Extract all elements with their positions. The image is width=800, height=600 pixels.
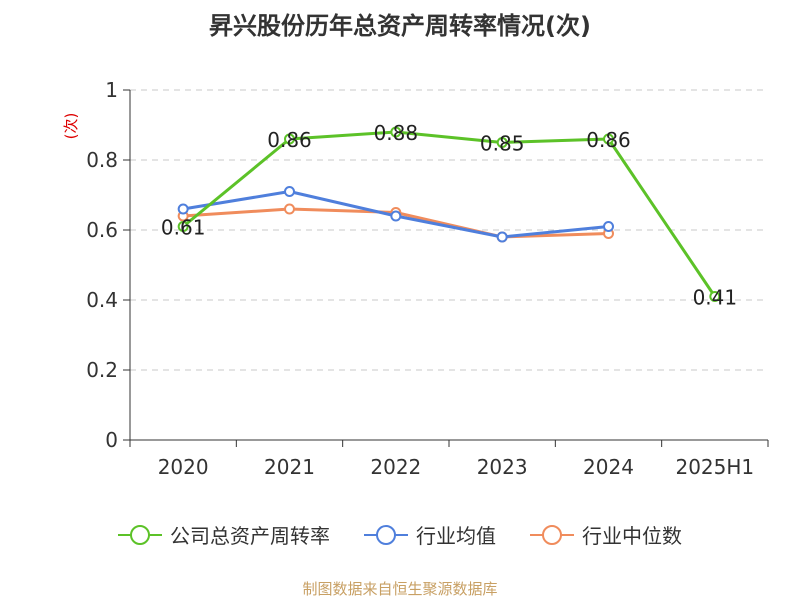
x-tick-label-5: 2025H1 xyxy=(675,455,754,479)
data-point-s0-4 xyxy=(603,133,614,145)
data-point-s1-2 xyxy=(390,210,402,222)
data-point-s1-4 xyxy=(603,221,614,232)
data-label-2: 0.88 xyxy=(374,121,419,145)
y-tick-label-4: 0.8 xyxy=(86,148,118,172)
data-point-s0-0 xyxy=(177,221,189,232)
x-tick-label-2: 2022 xyxy=(370,455,421,479)
y-tick-label-5: 1 xyxy=(105,78,118,102)
source-note: 制图数据来自恒生聚源数据库 xyxy=(302,580,498,598)
data-label-4: 0.86 xyxy=(586,128,631,152)
data-label-3: 0.85 xyxy=(480,132,525,156)
x-tick-label-3: 2023 xyxy=(477,455,528,479)
legend-label-company: 公司总资产周转率 xyxy=(170,524,330,548)
legend-item-company[interactable]: 公司总资产周转率 xyxy=(118,520,330,549)
data-point-s1-0 xyxy=(177,203,189,215)
x-tick-label-4: 2024 xyxy=(583,455,634,479)
data-point-s0-1 xyxy=(284,133,295,145)
data-label-5: 0.41 xyxy=(693,286,738,310)
legend-item-industry-median[interactable]: 行业中位数 xyxy=(530,520,682,549)
y-axis-label: (次) xyxy=(62,113,80,140)
y-tick-label-3: 0.6 xyxy=(86,218,118,242)
y-tick-label-2: 0.4 xyxy=(86,288,118,312)
data-point-s1-1 xyxy=(284,186,295,197)
legend-label-industry-mean: 行业均值 xyxy=(416,524,496,548)
legend-item-industry-mean[interactable]: 行业均值 xyxy=(364,520,496,549)
data-point-s2-1 xyxy=(284,203,295,215)
x-tick-label-0: 2020 xyxy=(158,455,209,479)
series-line-0 xyxy=(182,130,717,298)
data-point-s0-3 xyxy=(496,137,508,148)
legend-swatch-industry-mean xyxy=(364,524,408,545)
x-tick-label-1: 2021 xyxy=(264,455,315,479)
data-label-0: 0.61 xyxy=(161,216,206,240)
data-label-1: 0.86 xyxy=(267,128,312,152)
legend-swatch-industry-median xyxy=(530,524,574,545)
chart-title: 昇兴股份历年总资产周转率情况(次) xyxy=(209,12,591,40)
data-point-s0-2 xyxy=(390,126,402,138)
y-tick-label-0: 0 xyxy=(105,428,118,452)
data-point-s1-3 xyxy=(496,231,508,243)
legend-swatch-company xyxy=(118,524,162,545)
data-point-s0-5 xyxy=(709,291,721,302)
y-tick-label-1: 0.2 xyxy=(86,358,118,382)
legend: 公司总资产周转率 行业均值 行业中位数 xyxy=(0,520,800,549)
legend-label-industry-median: 行业中位数 xyxy=(582,524,682,548)
